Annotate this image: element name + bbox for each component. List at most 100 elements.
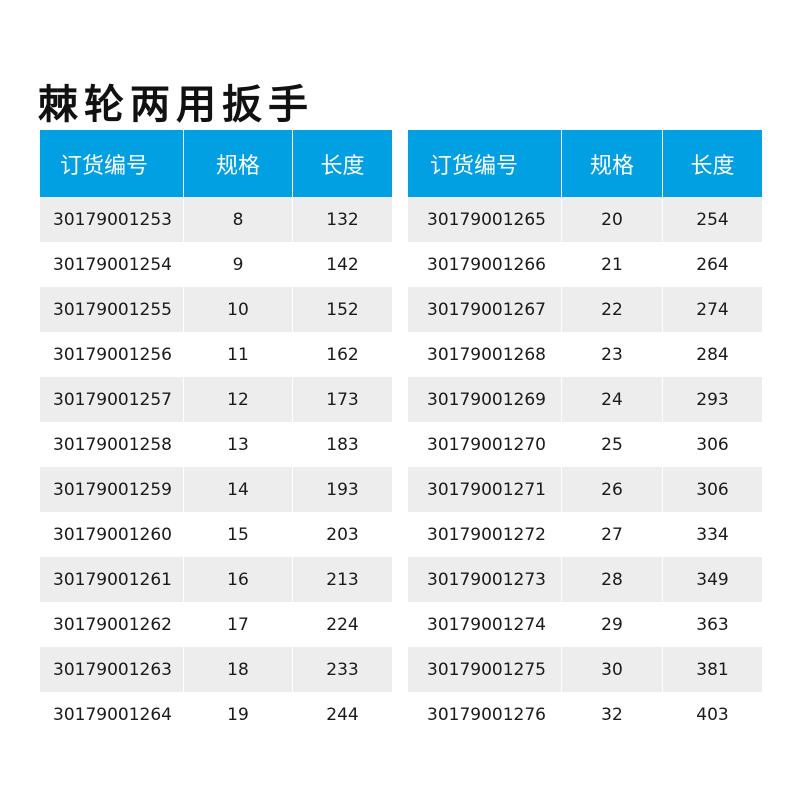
- table-row: 30179001264 19 244: [40, 692, 393, 737]
- cell-size: 12: [184, 377, 293, 422]
- cell-size: 26: [562, 467, 663, 512]
- table-row: 30179001260 15 203: [40, 512, 393, 557]
- table-row: 30179001271 26 306: [408, 467, 763, 512]
- cell-order-number: 30179001261: [40, 557, 184, 602]
- cell-size: 11: [184, 332, 293, 377]
- table-row: 30179001266 21 264: [408, 242, 763, 287]
- cell-length: 349: [663, 557, 763, 602]
- cell-size: 24: [562, 377, 663, 422]
- cell-order-number: 30179001274: [408, 602, 562, 647]
- cell-order-number: 30179001270: [408, 422, 562, 467]
- table-row: 30179001257 12 173: [40, 377, 393, 422]
- cell-size: 29: [562, 602, 663, 647]
- cell-order-number: 30179001255: [40, 287, 184, 332]
- cell-length: 274: [663, 287, 763, 332]
- table-row: 30179001269 24 293: [408, 377, 763, 422]
- cell-length: 142: [293, 242, 393, 287]
- cell-length: 363: [663, 602, 763, 647]
- cell-size: 20: [562, 197, 663, 242]
- cell-length: 152: [293, 287, 393, 332]
- cell-length: 293: [663, 377, 763, 422]
- cell-length: 381: [663, 647, 763, 692]
- table-row: 30179001265 20 254: [408, 197, 763, 242]
- cell-length: 193: [293, 467, 393, 512]
- table-row: 30179001273 28 349: [408, 557, 763, 602]
- cell-length: 306: [663, 422, 763, 467]
- table-row: 30179001256 11 162: [40, 332, 393, 377]
- table-row: 30179001268 23 284: [408, 332, 763, 377]
- cell-length: 162: [293, 332, 393, 377]
- cell-size: 25: [562, 422, 663, 467]
- table-row: 30179001262 17 224: [40, 602, 393, 647]
- cell-order-number: 30179001253: [40, 197, 184, 242]
- cell-size: 15: [184, 512, 293, 557]
- table-row: 30179001258 13 183: [40, 422, 393, 467]
- table-row: 30179001255 10 152: [40, 287, 393, 332]
- cell-order-number: 30179001259: [40, 467, 184, 512]
- cell-order-number: 30179001256: [40, 332, 184, 377]
- cell-length: 254: [663, 197, 763, 242]
- cell-size: 14: [184, 467, 293, 512]
- cell-size: 16: [184, 557, 293, 602]
- cell-length: 306: [663, 467, 763, 512]
- cell-length: 224: [293, 602, 393, 647]
- table-row: 30179001267 22 274: [408, 287, 763, 332]
- table-header: 订货编号 规格 长度: [408, 130, 763, 197]
- cell-order-number: 30179001267: [408, 287, 562, 332]
- cell-length: 284: [663, 332, 763, 377]
- table-row: 30179001254 9 142: [40, 242, 393, 287]
- cell-size: 28: [562, 557, 663, 602]
- cell-order-number: 30179001265: [408, 197, 562, 242]
- header-length: 长度: [663, 130, 763, 197]
- cell-order-number: 30179001254: [40, 242, 184, 287]
- cell-size: 27: [562, 512, 663, 557]
- cell-length: 132: [293, 197, 393, 242]
- cell-length: 213: [293, 557, 393, 602]
- cell-order-number: 30179001258: [40, 422, 184, 467]
- cell-size: 32: [562, 692, 663, 737]
- cell-order-number: 30179001263: [40, 647, 184, 692]
- spec-table-left: 订货编号 规格 长度 30179001253 8 132 30179001254 9 14…: [40, 130, 393, 737]
- cell-order-number: 30179001266: [408, 242, 562, 287]
- cell-size: 30: [562, 647, 663, 692]
- cell-size: 18: [184, 647, 293, 692]
- cell-length: 233: [293, 647, 393, 692]
- cell-length: 334: [663, 512, 763, 557]
- cell-order-number: 30179001272: [408, 512, 562, 557]
- page-title: 棘轮两用扳手: [38, 82, 314, 128]
- cell-length: 264: [663, 242, 763, 287]
- cell-order-number: 30179001273: [408, 557, 562, 602]
- table-row: 30179001263 18 233: [40, 647, 393, 692]
- cell-size: 8: [184, 197, 293, 242]
- cell-size: 9: [184, 242, 293, 287]
- cell-order-number: 30179001264: [40, 692, 184, 737]
- cell-length: 244: [293, 692, 393, 737]
- cell-order-number: 30179001260: [40, 512, 184, 557]
- table-row: 30179001270 25 306: [408, 422, 763, 467]
- cell-size: 21: [562, 242, 663, 287]
- cell-order-number: 30179001275: [408, 647, 562, 692]
- table-row: 30179001272 27 334: [408, 512, 763, 557]
- header-size: 规格: [562, 130, 663, 197]
- header-size: 规格: [184, 130, 293, 197]
- table-row: 30179001259 14 193: [40, 467, 393, 512]
- table-row: 30179001275 30 381: [408, 647, 763, 692]
- cell-length: 203: [293, 512, 393, 557]
- cell-length: 403: [663, 692, 763, 737]
- table-row: 30179001276 32 403: [408, 692, 763, 737]
- cell-size: 22: [562, 287, 663, 332]
- header-order-number: 订货编号: [408, 130, 562, 197]
- spec-table-right: 订货编号 规格 长度 30179001265 20 254 30179001266 21…: [408, 130, 763, 737]
- header-order-number: 订货编号: [40, 130, 184, 197]
- cell-size: 23: [562, 332, 663, 377]
- cell-order-number: 30179001276: [408, 692, 562, 737]
- header-length: 长度: [293, 130, 393, 197]
- cell-order-number: 30179001269: [408, 377, 562, 422]
- table-row: 30179001274 29 363: [408, 602, 763, 647]
- cell-length: 173: [293, 377, 393, 422]
- cell-size: 19: [184, 692, 293, 737]
- cell-order-number: 30179001257: [40, 377, 184, 422]
- cell-order-number: 30179001262: [40, 602, 184, 647]
- table-header: 订货编号 规格 长度: [40, 130, 393, 197]
- table-row: 30179001253 8 132: [40, 197, 393, 242]
